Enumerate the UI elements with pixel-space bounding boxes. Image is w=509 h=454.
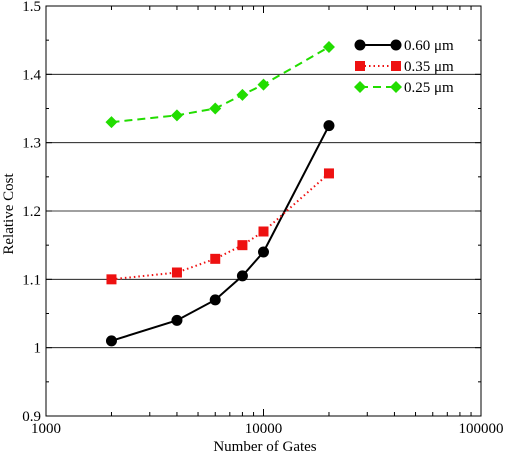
data-point — [105, 335, 117, 347]
legend-entry: 0.35 μm — [355, 59, 454, 75]
gridlines — [46, 73, 481, 349]
legend-marker — [390, 81, 402, 93]
data-point — [323, 120, 335, 132]
data-point — [258, 246, 269, 258]
data-point — [236, 270, 248, 282]
data-point — [171, 314, 183, 326]
y-tick-label: 1.2 — [22, 204, 41, 220]
series-line — [111, 172, 330, 281]
series-line — [111, 46, 330, 124]
data-point — [210, 253, 221, 264]
y-tick-label: 1.5 — [22, 0, 41, 15]
data-point — [209, 294, 221, 306]
x-tick-label: 1000 — [31, 421, 61, 437]
series-0 — [105, 120, 335, 347]
legend-entry: 0.60 μm — [354, 38, 454, 54]
data-point — [236, 88, 249, 101]
x-tick-label: 10000 — [245, 421, 283, 437]
y-tick-label: 1 — [34, 341, 42, 357]
y-tick-label: 1.1 — [22, 272, 41, 288]
legend: 0.60 μm 0.35 μm 0.25 μm — [354, 38, 454, 96]
series-1 — [106, 168, 334, 285]
legend-marker — [391, 61, 401, 71]
data-point — [323, 168, 334, 179]
y-axis-label: Relative Cost — [1, 173, 17, 255]
series-group — [105, 41, 335, 347]
legend-label: 0.35 μm — [404, 59, 454, 75]
data-point — [170, 109, 183, 122]
legend-marker — [390, 39, 402, 51]
legend-label: 0.60 μm — [404, 38, 454, 54]
data-point — [257, 78, 270, 91]
data-point — [105, 116, 118, 129]
y-tick-label: 1.4 — [22, 67, 41, 83]
data-point — [237, 240, 248, 251]
data-point — [106, 274, 117, 285]
data-point — [171, 267, 182, 278]
series-line — [111, 125, 330, 342]
x-axis-label: Number of Gates — [213, 439, 316, 454]
series-2 — [105, 41, 335, 129]
y-tick-label: 0.9 — [22, 409, 41, 425]
data-point — [258, 226, 269, 237]
y-tick-label: 1.3 — [22, 136, 41, 152]
x-tick-label: 100000 — [459, 421, 504, 437]
data-point — [209, 102, 222, 115]
legend-marker — [354, 39, 366, 51]
data-point — [322, 41, 335, 53]
legend-entry: 0.25 μm — [354, 80, 454, 96]
legend-label: 0.25 μm — [404, 80, 454, 96]
legend-marker — [354, 81, 366, 93]
legend-marker — [355, 61, 365, 71]
axes: 0.9 1 1.1 1.2 1.3 1.4 1.5 1000 10000 100000 — [22, 0, 503, 437]
